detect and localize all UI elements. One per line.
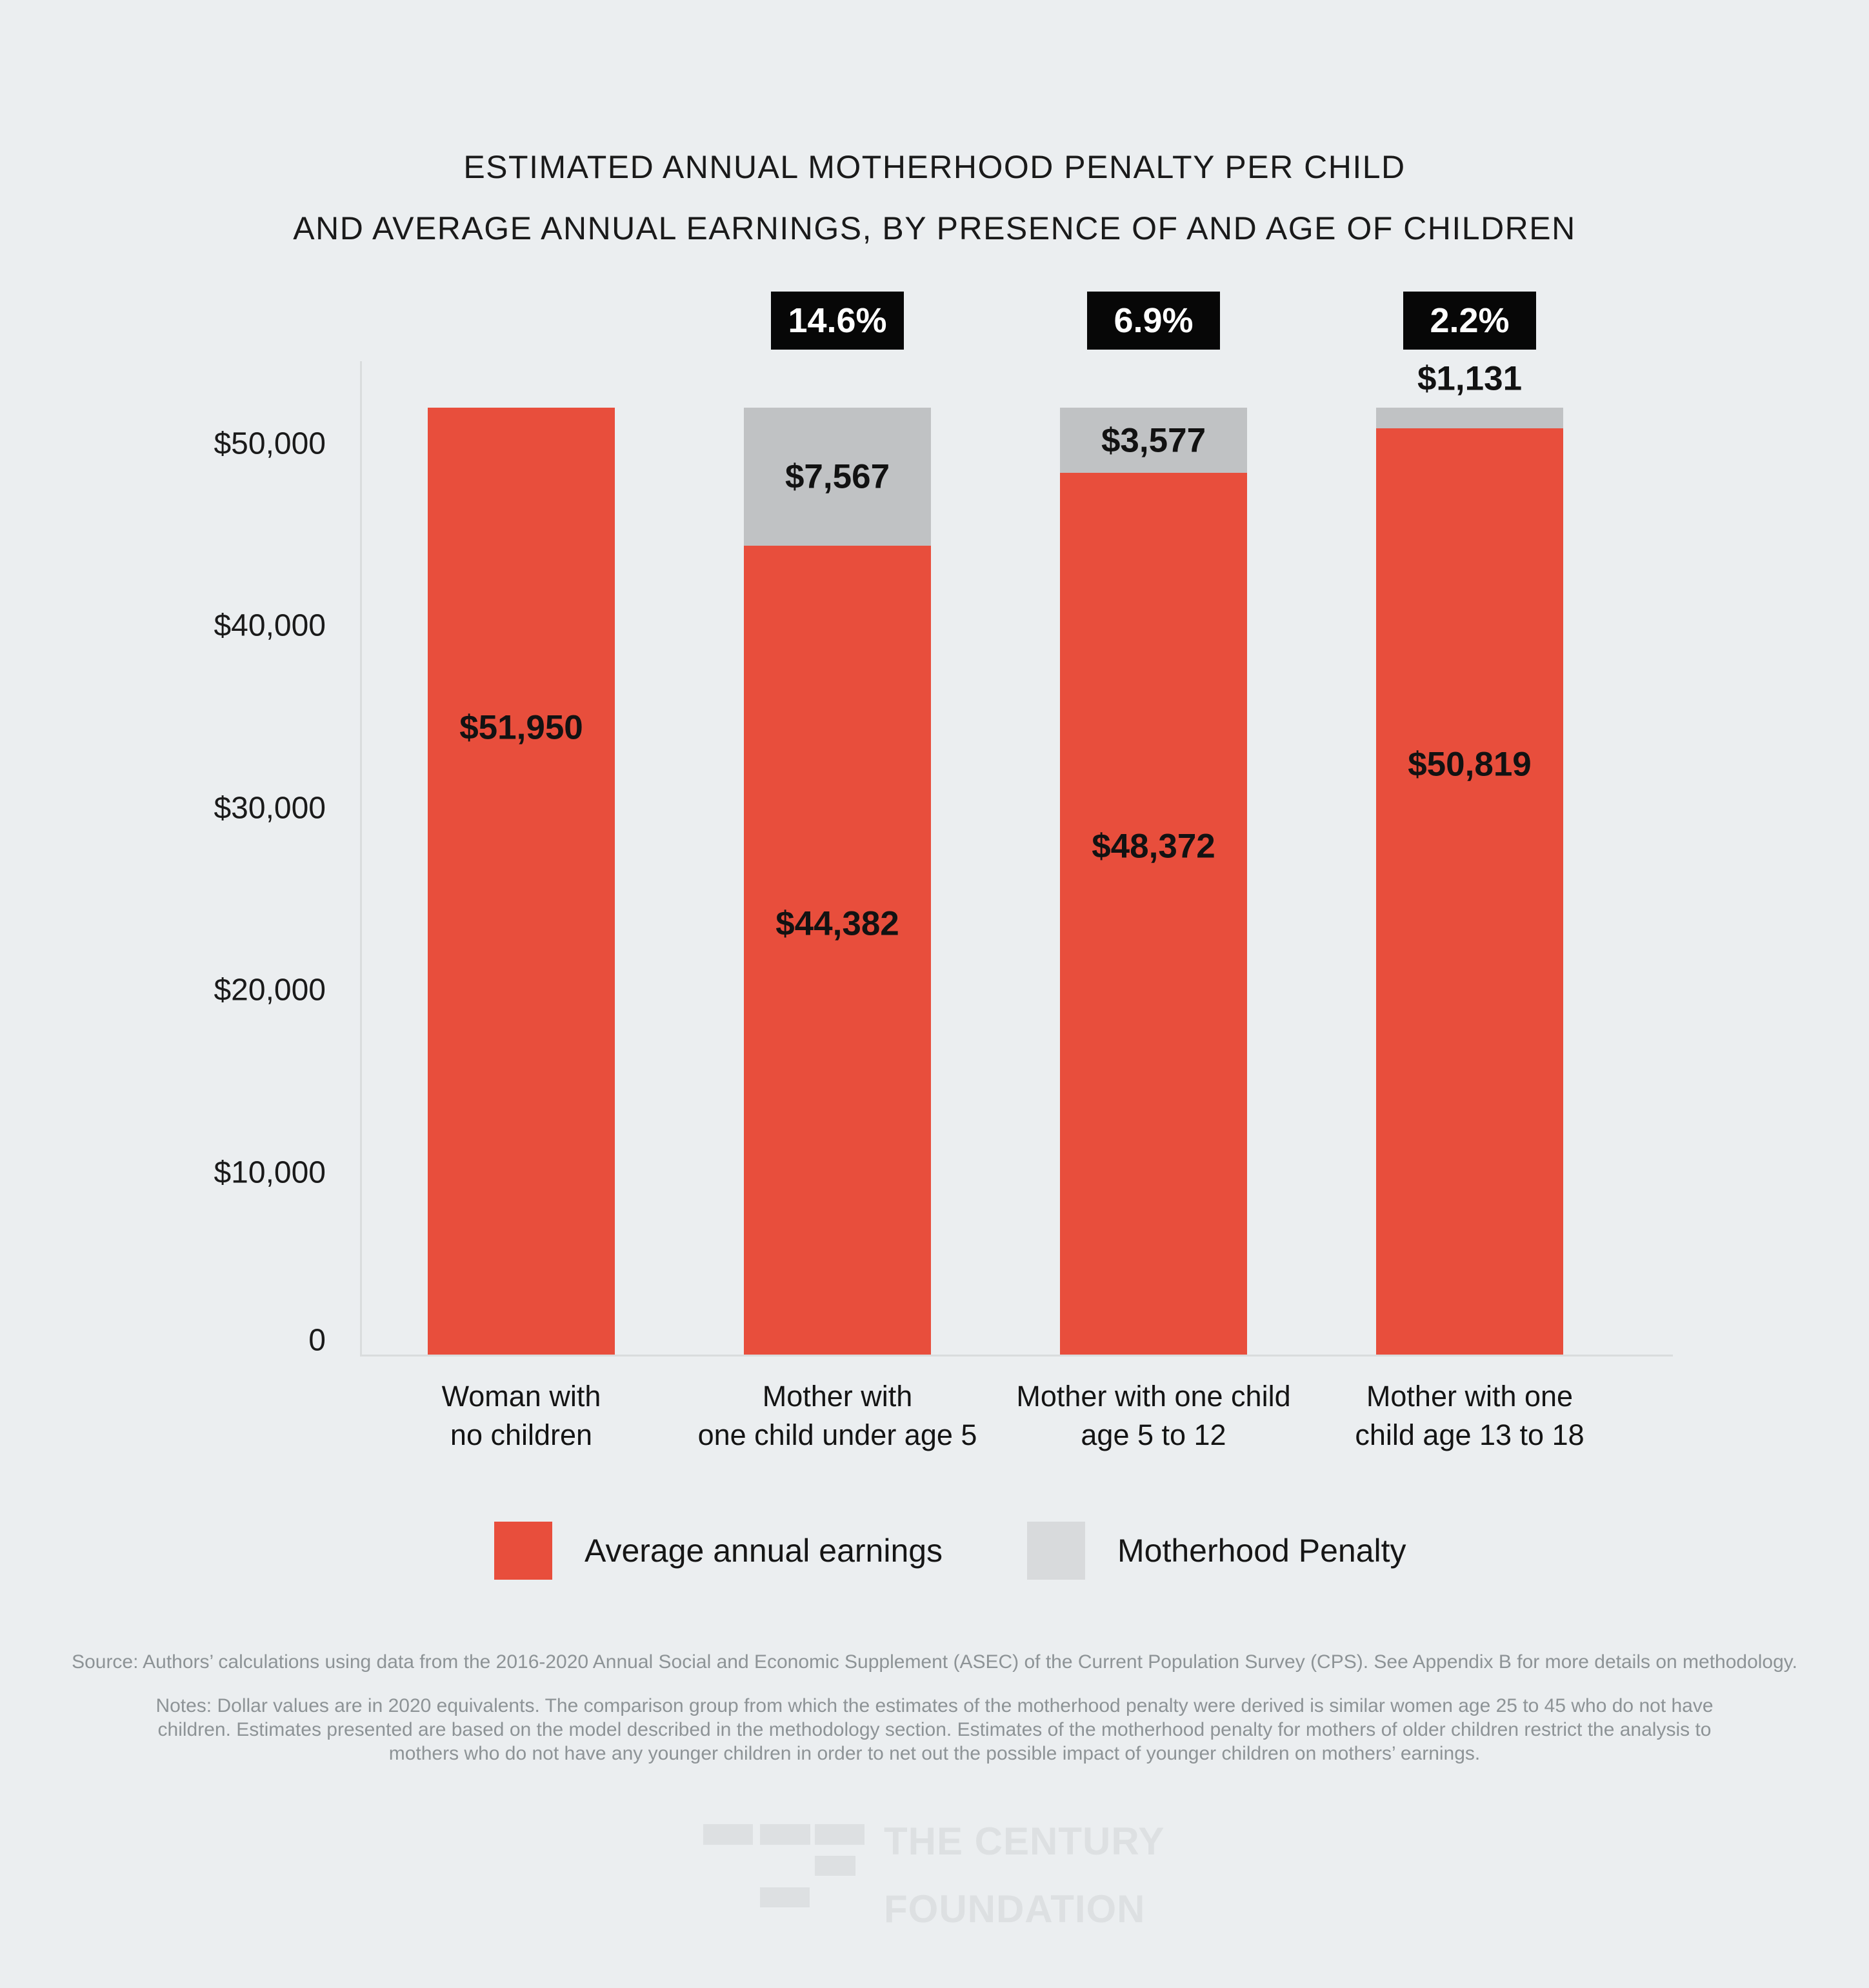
logo-text-line2: FOUNDATION (884, 1887, 1146, 1931)
category-label: Woman with no children (441, 1380, 601, 1451)
bar-earnings-segment (1376, 428, 1563, 1355)
earnings-value-label: $51,950 (459, 708, 583, 747)
legend-label-earnings: Average annual earnings (585, 1533, 943, 1569)
logo-mark-dash (760, 1824, 810, 1845)
penalty-percent-badge: 14.6% (771, 292, 904, 350)
bar-earnings-segment (744, 546, 931, 1355)
penalty-value-label: $3,577 (1101, 421, 1206, 460)
penalty-percent-badge: 2.2% (1403, 292, 1536, 350)
bar-penalty-segment (1060, 408, 1247, 473)
logo-mark-dash (760, 1887, 810, 1907)
penalty-value-label: $7,567 (785, 457, 890, 496)
y-axis-line (360, 361, 362, 1357)
chart-title: ESTIMATED ANNUAL MOTHERHOOD PENALTY PER … (0, 137, 1869, 259)
legend-swatch-penalty (1027, 1522, 1085, 1580)
source-text: Source: Authors’ calculations using data… (72, 1651, 1797, 1673)
logo-mark-dash (703, 1824, 753, 1845)
legend-label-penalty: Motherhood Penalty (1117, 1533, 1406, 1569)
bar-penalty-segment (744, 408, 931, 546)
logo-mark-dash (815, 1856, 855, 1876)
earnings-value-label: $44,382 (775, 904, 899, 943)
x-axis-line (360, 1355, 1673, 1357)
y-axis-tick-label: 0 (308, 1323, 326, 1358)
bar-penalty-segment (1376, 408, 1563, 429)
y-axis-tick-label: $20,000 (214, 973, 326, 1008)
bar-earnings-segment (428, 408, 615, 1355)
y-axis-tick-label: $50,000 (214, 426, 326, 461)
logo-mark-dash (815, 1824, 865, 1845)
y-axis-tick-label: $40,000 (214, 608, 326, 643)
logo-text-line1: THE CENTURY (884, 1820, 1165, 1863)
penalty-percent-badge: 6.9% (1087, 292, 1220, 350)
y-axis-tick-label: $10,000 (214, 1155, 326, 1189)
earnings-value-label: $50,819 (1408, 745, 1532, 784)
category-label: Mother with one child age 5 to 12 (1016, 1380, 1291, 1451)
penalty-value-label: $1,131 (1417, 359, 1523, 398)
bar-earnings-segment (1060, 473, 1247, 1355)
earnings-value-label: $48,372 (1092, 827, 1215, 866)
y-axis-tick-label: $30,000 (214, 791, 326, 825)
chart-title-line2: AND AVERAGE ANNUAL EARNINGS, BY PRESENCE… (293, 210, 1576, 246)
legend-swatch-earnings (494, 1522, 552, 1580)
chart-title-line1: ESTIMATED ANNUAL MOTHERHOOD PENALTY PER … (463, 149, 1406, 185)
category-label: Mother with one child age 13 to 18 (1355, 1380, 1584, 1451)
notes-text: Notes: Dollar values are in 2020 equival… (155, 1695, 1714, 1764)
category-label: Mother with one child under age 5 (697, 1380, 977, 1451)
